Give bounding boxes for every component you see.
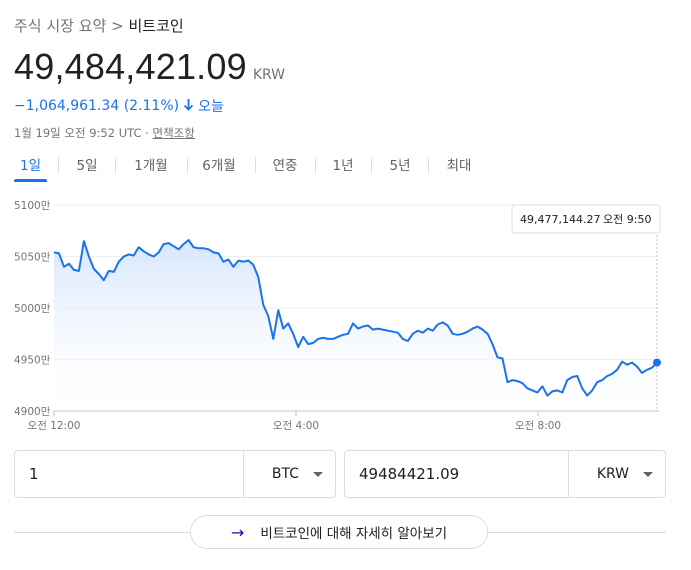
breadcrumb: 주식 시장 요약 > 비트코인 (14, 15, 184, 36)
chart-tooltip: 49,477,144.27 오전 9:50 (511, 204, 661, 234)
price-change-row: −1,064,961.34 (2.11%) 오늘 (14, 96, 224, 116)
price-chart[interactable]: 49,477,144.27 오전 9:50 5100만 5050만 5000만 495… (0, 190, 691, 440)
price-change: −1,064,961.34 (2.11%) (14, 98, 180, 114)
y-tick-label: 4950만 (14, 355, 51, 367)
from-currency-label: BTC (271, 466, 299, 482)
tab-max[interactable]: 최대 (446, 158, 472, 174)
tab-divider (58, 157, 59, 173)
breadcrumb-parent[interactable]: 주식 시장 요약 (14, 17, 107, 35)
y-tick-label: 4900만 (14, 406, 51, 418)
tab-divider (115, 157, 116, 173)
tooltip-value: 49,477,144.27 (520, 213, 600, 226)
converter-divider (242, 450, 244, 498)
tab-divider (255, 157, 256, 173)
tab-divider (315, 157, 316, 173)
y-tick-label: 5000만 (14, 303, 51, 315)
learn-more-label: 비트코인에 대해 자세히 알아보기 (260, 526, 448, 542)
tab-ytd[interactable]: 연중 (272, 158, 298, 174)
btc-amount-input[interactable]: 1 (29, 465, 39, 483)
y-tick-label: 5100만 (14, 200, 51, 212)
dropdown-arrow-icon (643, 471, 653, 477)
quote-timestamp: 1월 19일 오전 9:52 UTC (14, 126, 142, 140)
chart-price-line (53, 239, 658, 397)
tab-6-months[interactable]: 6개월 (202, 158, 236, 174)
disclaimer-link[interactable]: 면책조항 (152, 126, 195, 140)
tab-divider (428, 157, 429, 173)
change-period: 오늘 (198, 99, 224, 115)
price-row: 49,484,421.09 KRW (14, 46, 285, 88)
tooltip-time: 오전 9:50 (603, 213, 651, 226)
x-tick-label: 오전 8:00 (515, 420, 561, 432)
tab-5-days[interactable]: 5일 (76, 158, 98, 174)
tab-1-month[interactable]: 1개월 (134, 158, 168, 174)
breadcrumb-current: 비트코인 (128, 17, 184, 35)
tab-5-years[interactable]: 5년 (389, 158, 411, 174)
converter-from: 1 BTC (14, 450, 336, 498)
breadcrumb-separator: > (111, 17, 124, 35)
converter-to: 49484421.09 KRW (344, 450, 666, 498)
tab-divider (371, 157, 372, 173)
x-tick-label: 오전 4:00 (273, 420, 319, 432)
meta-separator: · (145, 126, 149, 140)
from-currency-select[interactable]: BTC (244, 466, 335, 482)
chart-area-fill (54, 240, 657, 411)
x-tick-label: 오전 12:00 (28, 420, 81, 432)
quote-meta: 1월 19일 오전 9:52 UTC · 면책조항 (14, 125, 195, 141)
krw-amount-input[interactable]: 49484421.09 (359, 465, 460, 483)
arrow-right-icon: → (230, 522, 245, 542)
price-currency: KRW (252, 67, 286, 83)
current-price: 49,484,421.09 (14, 46, 247, 87)
tab-1-year[interactable]: 1년 (332, 158, 354, 174)
tab-divider (187, 157, 188, 173)
chart-current-point (653, 358, 661, 367)
range-tabs: 1일 5일 1개월 6개월 연중 1년 5년 최대 (0, 148, 691, 182)
converter-divider (567, 450, 569, 498)
tab-1-day[interactable]: 1일 (14, 148, 47, 182)
learn-more-button[interactable]: → 비트코인에 대해 자세히 알아보기 (190, 515, 488, 549)
arrow-down-icon (183, 98, 194, 115)
to-currency-label: KRW (596, 466, 629, 482)
to-currency-select[interactable]: KRW (569, 466, 665, 482)
dropdown-arrow-icon (313, 471, 323, 477)
y-tick-label: 5050만 (14, 252, 51, 264)
